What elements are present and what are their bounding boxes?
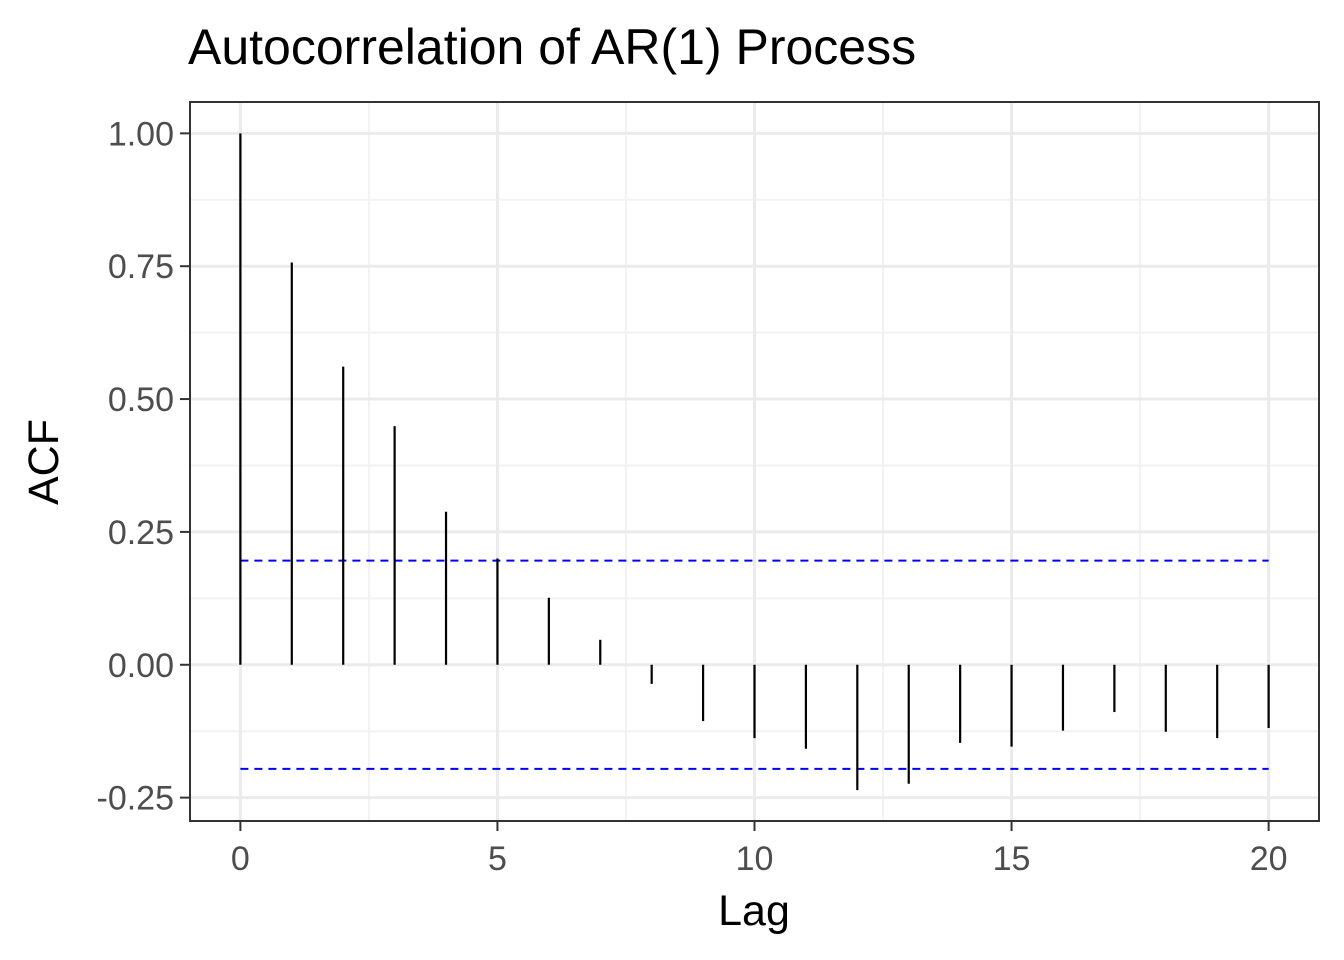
x-tick-label: 10 xyxy=(736,840,774,878)
x-tick-label: 0 xyxy=(231,840,250,878)
x-tick-label: 5 xyxy=(488,840,507,878)
chart-title: Autocorrelation of AR(1) Process xyxy=(188,19,916,75)
confidence-bounds xyxy=(240,559,1269,770)
y-tick-label: 0.25 xyxy=(108,514,174,552)
x-axis-label: Lag xyxy=(718,887,790,935)
y-tick-label: -0.25 xyxy=(97,780,175,818)
y-tick-label: 0.75 xyxy=(108,248,174,286)
x-tick-label: 15 xyxy=(993,840,1031,878)
y-tick-label: 0.00 xyxy=(108,647,174,685)
x-axis: 0 5 10 15 20 xyxy=(231,821,1288,878)
acf-bars xyxy=(239,133,1270,791)
y-axis-label: ACF xyxy=(20,419,68,505)
y-axis: -0.25 0.00 0.25 0.50 0.75 1.00 xyxy=(97,115,190,818)
y-tick-label: 0.50 xyxy=(108,381,174,419)
x-tick-label: 20 xyxy=(1250,840,1288,878)
y-tick-label: 1.00 xyxy=(108,115,174,153)
